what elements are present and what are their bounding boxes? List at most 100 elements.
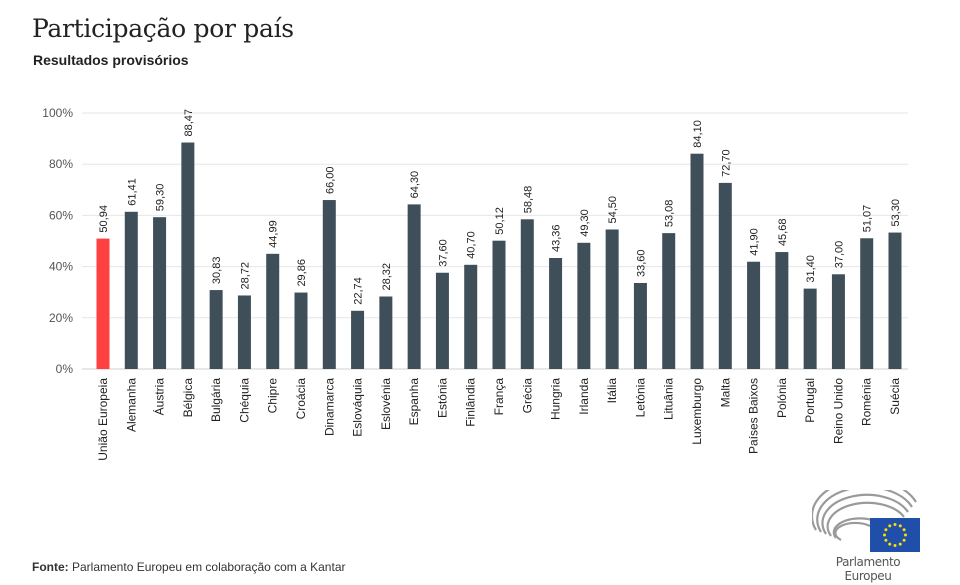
star (898, 524, 902, 528)
y-tick-label: 80% (49, 157, 73, 171)
bar (690, 153, 704, 369)
value-label: 53,30 (890, 199, 902, 227)
bar (520, 219, 534, 369)
x-tick-label: Suécia (888, 378, 902, 415)
y-tick-label: 60% (49, 208, 73, 222)
value-label: 50,12 (494, 207, 506, 235)
value-label: 41,90 (749, 228, 761, 256)
value-label: 50,94 (98, 205, 110, 233)
value-labels: 50,94 61,41 59,30 88,47 30,83 28,72 44,99 29,86… (98, 109, 902, 305)
bar (435, 272, 449, 369)
bar (492, 240, 506, 369)
value-label: 37,00 (833, 241, 845, 269)
bar (747, 261, 761, 369)
value-label: 51,07 (862, 205, 874, 233)
chart-title: Participação por país (32, 14, 294, 43)
bar (266, 253, 280, 369)
x-tick-label: Malta (718, 378, 732, 408)
star (883, 533, 886, 537)
value-label: 59,30 (155, 184, 167, 212)
x-tick-label: União Europeia (96, 378, 110, 461)
bar (294, 292, 308, 369)
x-tick-label: Lituânia (662, 378, 676, 420)
x-tick-label: Reino Unido (831, 378, 845, 444)
value-label: 88,47 (183, 109, 195, 137)
x-tick-label: Chéquia (237, 378, 251, 423)
bar (888, 232, 902, 369)
bar (237, 295, 251, 369)
value-label: 31,40 (805, 255, 817, 283)
value-label: 22,74 (353, 277, 365, 305)
x-tick-label: Alemanha (124, 378, 138, 432)
bar (831, 274, 845, 369)
star (902, 528, 906, 532)
bar (124, 211, 138, 369)
hemicycle-icon (812, 490, 917, 541)
bar (322, 200, 336, 369)
value-label: 54,50 (607, 196, 619, 224)
x-tick-label: Bulgária (209, 378, 223, 422)
bar (803, 288, 817, 369)
y-axis: 0% 20% 40% 60% 80% 100% (42, 106, 73, 376)
bar (96, 238, 110, 369)
chart-subtitle: Resultados provisórios (33, 52, 189, 68)
eu-stars-icon (883, 523, 907, 547)
bar (718, 182, 732, 369)
x-tick-label: França (492, 378, 506, 416)
bar (775, 252, 789, 369)
x-tick-label: Roménia (860, 378, 874, 426)
star (888, 542, 892, 546)
x-tick-label: Portugal (803, 378, 817, 423)
x-tick-label: Chipre (266, 378, 280, 414)
bar (605, 229, 619, 369)
bar (407, 204, 421, 369)
x-tick-label: Bélgica (181, 378, 195, 418)
bar (860, 238, 874, 369)
bar (577, 242, 591, 369)
y-tick-label: 0% (56, 362, 74, 376)
value-label: 28,32 (381, 263, 393, 291)
x-tick-label: Irlanda (577, 378, 591, 415)
value-label: 43,36 (551, 224, 563, 252)
x-tick-label: Croácia (294, 378, 308, 420)
value-label: 29,86 (296, 259, 308, 287)
source-text: Parlamento Europeu em colaboração com a … (72, 560, 346, 574)
value-label: 72,70 (720, 149, 732, 177)
bar (153, 217, 167, 369)
star (888, 524, 892, 528)
star (902, 538, 906, 542)
value-label: 64,30 (409, 171, 421, 199)
x-tick-label: Polónia (775, 378, 789, 418)
star (884, 528, 888, 532)
star (884, 538, 888, 542)
x-tick-label: Países Baixos (747, 378, 761, 454)
x-tick-label: Eslovénia (379, 378, 393, 430)
y-tick-label: 40% (49, 260, 73, 274)
x-axis-labels: União Europeia Alemanha Áustria Bélgica Bulg… (96, 378, 902, 461)
bars (96, 142, 902, 369)
bar (464, 264, 478, 369)
value-label: 30,83 (211, 257, 223, 285)
bar (549, 257, 563, 369)
value-label: 58,48 (522, 186, 534, 214)
value-label: 33,60 (635, 249, 647, 277)
star (893, 523, 897, 526)
bar (351, 310, 365, 369)
value-label: 28,72 (239, 262, 251, 290)
value-label: 49,30 (579, 209, 591, 237)
value-label: 37,60 (437, 239, 449, 267)
logo-text: Parlamento Europeu (835, 555, 901, 583)
bar-chart: 0% 20% 40% 60% 80% 100% 50,94 61,41 59,30 88,47 3… (42, 106, 908, 461)
x-tick-label: Áustria (152, 378, 167, 416)
x-tick-label: Hungria (549, 378, 563, 420)
value-label: 40,70 (466, 231, 478, 259)
bar (379, 296, 393, 369)
source-note: Fonte: Parlamento Europeu em colaboração… (32, 560, 346, 574)
value-label: 66,00 (324, 167, 336, 195)
star (893, 544, 897, 547)
star (898, 542, 902, 546)
bar (181, 142, 195, 369)
x-tick-label: Grécia (520, 378, 534, 414)
value-label: 84,10 (692, 120, 704, 148)
value-label: 44,99 (268, 220, 280, 248)
